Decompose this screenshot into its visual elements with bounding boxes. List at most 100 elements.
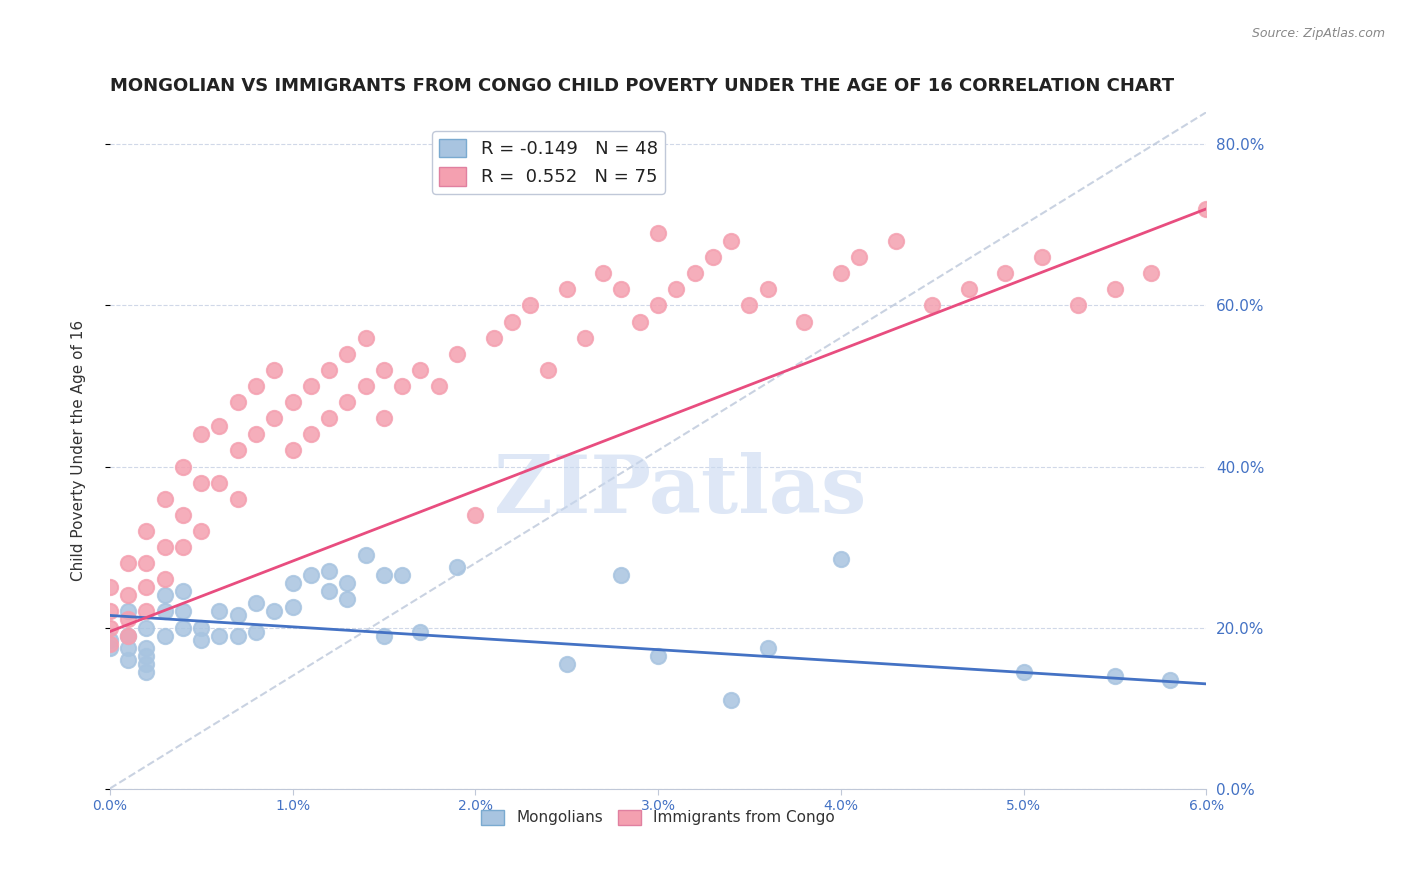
- Point: [263, 363, 285, 377]
- Point: [299, 568, 322, 582]
- Point: [98, 620, 121, 634]
- Point: [172, 584, 194, 599]
- Point: [354, 331, 377, 345]
- Point: [464, 508, 486, 522]
- Point: [848, 250, 870, 264]
- Point: [245, 427, 267, 442]
- Point: [884, 234, 907, 248]
- Point: [98, 637, 121, 651]
- Text: ZIPatlas: ZIPatlas: [494, 452, 866, 530]
- Point: [135, 648, 157, 663]
- Text: MONGOLIAN VS IMMIGRANTS FROM CONGO CHILD POVERTY UNDER THE AGE OF 16 CORRELATION: MONGOLIAN VS IMMIGRANTS FROM CONGO CHILD…: [110, 78, 1174, 95]
- Point: [208, 475, 231, 490]
- Point: [610, 568, 633, 582]
- Point: [501, 315, 523, 329]
- Point: [153, 604, 176, 618]
- Point: [208, 419, 231, 434]
- Point: [281, 600, 304, 615]
- Point: [135, 556, 157, 570]
- Point: [190, 475, 212, 490]
- Point: [153, 588, 176, 602]
- Point: [647, 648, 669, 663]
- Point: [555, 657, 578, 671]
- Point: [281, 576, 304, 591]
- Point: [245, 379, 267, 393]
- Point: [957, 282, 980, 296]
- Point: [135, 580, 157, 594]
- Point: [628, 315, 651, 329]
- Point: [446, 560, 468, 574]
- Point: [226, 443, 249, 458]
- Point: [1104, 669, 1126, 683]
- Point: [98, 580, 121, 594]
- Point: [427, 379, 450, 393]
- Point: [226, 395, 249, 409]
- Point: [1031, 250, 1053, 264]
- Point: [135, 657, 157, 671]
- Point: [336, 592, 359, 607]
- Point: [738, 298, 761, 312]
- Point: [245, 624, 267, 639]
- Point: [409, 624, 432, 639]
- Point: [373, 363, 395, 377]
- Point: [537, 363, 560, 377]
- Point: [793, 315, 815, 329]
- Text: Source: ZipAtlas.com: Source: ZipAtlas.com: [1251, 27, 1385, 40]
- Point: [135, 640, 157, 655]
- Point: [756, 282, 779, 296]
- Point: [720, 693, 742, 707]
- Point: [190, 620, 212, 634]
- Point: [190, 427, 212, 442]
- Point: [117, 629, 139, 643]
- Point: [482, 331, 505, 345]
- Point: [117, 653, 139, 667]
- Point: [172, 508, 194, 522]
- Point: [117, 556, 139, 570]
- Point: [226, 608, 249, 623]
- Point: [391, 568, 413, 582]
- Point: [208, 629, 231, 643]
- Point: [336, 395, 359, 409]
- Point: [1140, 266, 1163, 280]
- Point: [172, 459, 194, 474]
- Point: [354, 379, 377, 393]
- Point: [830, 552, 852, 566]
- Point: [117, 604, 139, 618]
- Point: [720, 234, 742, 248]
- Point: [208, 604, 231, 618]
- Point: [574, 331, 596, 345]
- Point: [135, 524, 157, 538]
- Point: [98, 640, 121, 655]
- Point: [153, 629, 176, 643]
- Point: [1104, 282, 1126, 296]
- Point: [98, 632, 121, 647]
- Point: [135, 665, 157, 679]
- Point: [172, 540, 194, 554]
- Point: [354, 548, 377, 562]
- Point: [702, 250, 724, 264]
- Point: [135, 620, 157, 634]
- Point: [647, 298, 669, 312]
- Point: [994, 266, 1017, 280]
- Point: [318, 564, 340, 578]
- Point: [683, 266, 706, 280]
- Point: [117, 640, 139, 655]
- Point: [226, 491, 249, 506]
- Point: [281, 395, 304, 409]
- Point: [117, 629, 139, 643]
- Point: [318, 411, 340, 425]
- Point: [336, 347, 359, 361]
- Point: [1012, 665, 1035, 679]
- Point: [117, 588, 139, 602]
- Point: [153, 572, 176, 586]
- Point: [519, 298, 541, 312]
- Point: [391, 379, 413, 393]
- Point: [245, 596, 267, 610]
- Point: [117, 612, 139, 626]
- Point: [263, 411, 285, 425]
- Point: [263, 604, 285, 618]
- Point: [299, 379, 322, 393]
- Point: [98, 604, 121, 618]
- Point: [373, 568, 395, 582]
- Point: [318, 363, 340, 377]
